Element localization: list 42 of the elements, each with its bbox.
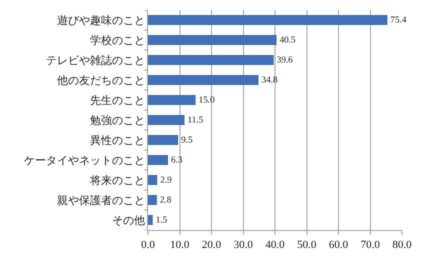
x-tick-label: 0.0 — [141, 239, 156, 252]
data-label: 34.8 — [261, 74, 278, 84]
x-tick-label: 70.0 — [360, 239, 380, 252]
data-label: 40.5 — [280, 34, 296, 44]
bar — [148, 155, 168, 165]
y-tick-label: その他 — [112, 214, 145, 227]
data-label: 6.3 — [171, 154, 183, 164]
x-tick-label: 20.0 — [202, 239, 222, 252]
x-tick-label: 80.0 — [392, 239, 412, 252]
y-tick-label: 異性のこと — [90, 134, 145, 147]
bar — [148, 95, 196, 105]
x-tick-label: 40.0 — [265, 239, 286, 252]
bar — [148, 75, 258, 85]
y-tick-label: 先生のこと — [90, 94, 145, 107]
y-tick-label: 勉強のこと — [90, 114, 145, 127]
y-tick-label: 他の友だちのこと — [56, 74, 145, 87]
bar — [148, 195, 157, 205]
x-tick-label: 60.0 — [328, 239, 349, 252]
y-tick-label: 将来のこと — [88, 174, 145, 187]
bar — [148, 35, 277, 45]
x-tick-label: 10.0 — [170, 239, 190, 252]
data-label: 2.9 — [160, 174, 172, 184]
bar — [148, 175, 158, 185]
data-label: 1.5 — [156, 214, 168, 224]
data-label: 11.5 — [188, 114, 204, 124]
bar — [148, 135, 178, 145]
x-tick-label: 30.0 — [234, 239, 254, 252]
y-tick-label: 遊びや趣味のこと — [56, 14, 145, 27]
bar — [148, 15, 388, 25]
bar — [148, 55, 274, 65]
x-tick-label: 50.0 — [297, 239, 317, 252]
data-label: 9.5 — [181, 134, 194, 144]
y-tick-label: 親や保護者のこと — [56, 194, 145, 207]
y-tick-label: テレビや雑誌のこと — [46, 54, 145, 67]
data-label: 39.6 — [276, 54, 294, 64]
bar — [148, 115, 185, 125]
y-tick-label: 学校のこと — [90, 34, 145, 47]
data-label: 2.8 — [160, 194, 172, 204]
data-label: 75.4 — [390, 14, 407, 24]
y-tick-label: ケータイやネットのこと — [24, 154, 145, 167]
data-label: 15.0 — [198, 94, 216, 104]
bar — [148, 215, 153, 225]
